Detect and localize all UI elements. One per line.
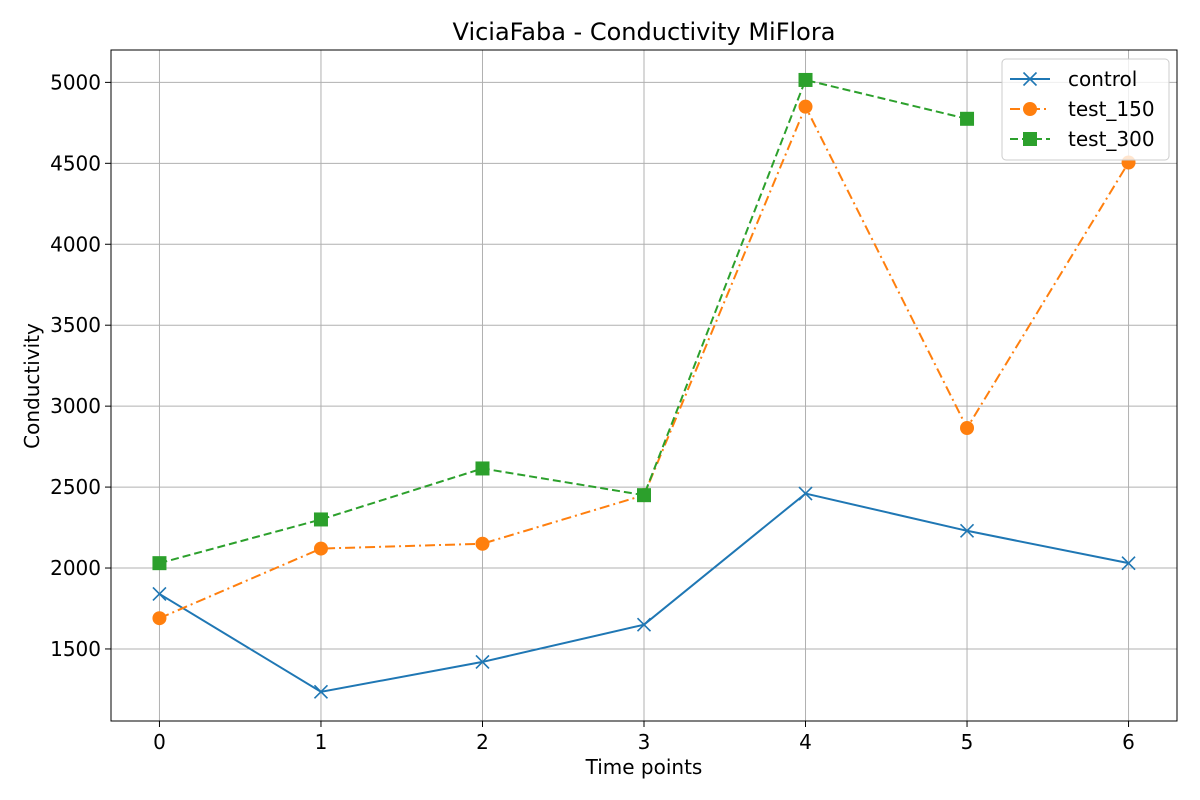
series-control	[152, 486, 1136, 699]
legend-marker	[1023, 102, 1037, 116]
legend-marker	[1022, 71, 1038, 87]
data-point	[152, 586, 167, 601]
legend-label: control	[1068, 67, 1137, 91]
legend-label: test_300	[1068, 127, 1155, 151]
data-point	[475, 461, 490, 476]
x-tick-label: 3	[638, 730, 651, 754]
x-tick-label: 4	[799, 730, 812, 754]
x-axis-label: Time points	[585, 755, 703, 779]
y-tick-label: 3500	[50, 313, 101, 337]
series-test_300	[152, 72, 975, 571]
data-point	[313, 541, 328, 556]
legend-item: control	[1010, 67, 1137, 91]
x-tick-label: 2	[476, 730, 489, 754]
data-point	[960, 111, 975, 126]
data-point	[959, 523, 975, 538]
data-point	[798, 72, 813, 87]
data-point	[960, 420, 975, 435]
y-tick-label: 1500	[50, 637, 101, 661]
legend-marker	[1023, 132, 1037, 146]
data-point	[475, 536, 490, 551]
y-tick-label: 3000	[50, 394, 101, 418]
x-tick-label: 6	[1122, 730, 1135, 754]
y-tick-label: 5000	[50, 70, 101, 94]
y-tick-label: 2000	[50, 556, 101, 580]
chart-title: ViciaFaba - Conductivity MiFlora	[453, 18, 836, 46]
legend-item: test_300	[1010, 127, 1155, 151]
legend-frame	[1001, 58, 1170, 161]
data-point	[636, 617, 652, 632]
data-point	[152, 556, 167, 571]
x-tick-label: 0	[153, 730, 166, 754]
data-point	[475, 654, 490, 669]
data-point	[152, 611, 167, 626]
data-point	[798, 99, 813, 114]
x-tick-label: 5	[961, 730, 974, 754]
y-tick-label: 4500	[50, 151, 101, 175]
legend-label: test_150	[1068, 97, 1155, 121]
grid	[111, 50, 1177, 721]
legend: control test_150 test_300	[1001, 58, 1170, 161]
legend-item: test_150	[1010, 97, 1155, 121]
y-axis-label: Conductivity	[20, 323, 44, 449]
ticks: 0 1 2 3 4 5 6 1500 2000 2500 3000 3500 4000 4500 5000	[50, 70, 1135, 754]
y-tick-label: 4000	[50, 232, 101, 256]
series-layer	[152, 72, 1136, 699]
data-point	[798, 486, 813, 501]
data-point	[1121, 556, 1136, 571]
y-tick-label: 2500	[50, 475, 101, 499]
x-tick-label: 1	[315, 730, 328, 754]
series-line	[159, 78, 968, 565]
data-point	[313, 512, 328, 527]
data-point	[313, 684, 329, 699]
data-point	[637, 488, 651, 503]
